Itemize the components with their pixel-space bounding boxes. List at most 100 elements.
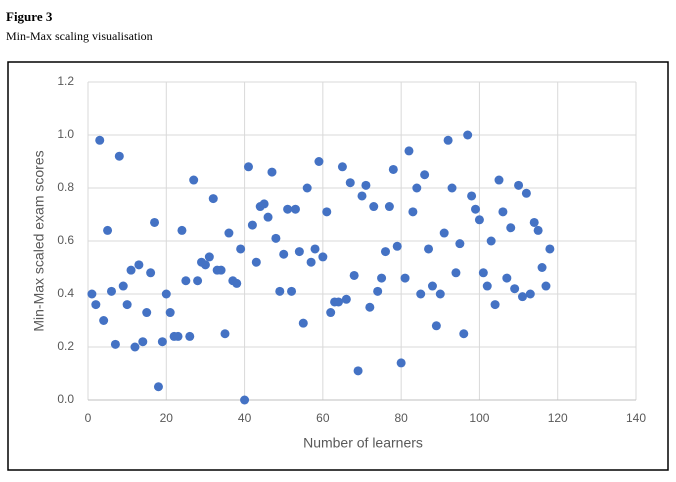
scatter-point (110, 339, 120, 349)
scatter-point (185, 331, 195, 341)
scatter-point (482, 281, 492, 291)
y-tick-label: 0.6 (57, 233, 74, 247)
scatter-point (478, 268, 488, 278)
y-tick-label: 0.2 (57, 339, 74, 353)
scatter-point (267, 167, 277, 177)
scatter-point (142, 308, 152, 318)
scatter-point (165, 308, 175, 318)
scatter-point (134, 260, 144, 270)
scatter-point (279, 249, 289, 259)
scatter-point (224, 228, 234, 238)
scatter-point (533, 225, 543, 235)
scatter-point (514, 180, 524, 190)
x-tick-label: 140 (626, 411, 646, 425)
scatter-point (545, 244, 555, 254)
scatter-point (263, 212, 273, 222)
scatter-point (126, 265, 136, 275)
scatter-point (349, 270, 359, 280)
scatter-point (290, 204, 300, 214)
scatter-point (106, 286, 116, 296)
scatter-point (537, 263, 547, 272)
scatter-point (525, 289, 535, 299)
scatter-point (99, 316, 109, 325)
scatter-point (486, 236, 496, 246)
y-tick-label: 0.0 (57, 392, 74, 406)
figure-caption: Min-Max scaling visualisation (6, 29, 153, 43)
scatter-point (251, 257, 261, 267)
scatter-point (232, 278, 242, 288)
y-axis-label: Min-Max scaled exam scores (31, 150, 47, 331)
scatter-point (412, 183, 422, 193)
scatter-point (306, 257, 316, 267)
scatter-point (318, 252, 328, 262)
scatter-point (392, 241, 402, 251)
scatter-point (283, 204, 293, 214)
scatter-point (416, 289, 426, 299)
x-axis-label: Number of learners (303, 435, 423, 451)
y-tick-label: 1.2 (57, 74, 74, 88)
scatter-point (247, 220, 257, 230)
scatter-point (193, 276, 203, 286)
scatter-point (138, 337, 148, 347)
y-tick-label: 0.8 (57, 180, 74, 194)
scatter-point (341, 294, 351, 304)
scatter-point (517, 292, 527, 302)
scatter-point (455, 239, 465, 249)
scatter-point (216, 265, 226, 275)
scatter-point (369, 202, 379, 212)
scatter-point (506, 223, 516, 233)
scatter-point (204, 252, 214, 262)
scatter-point (240, 395, 250, 405)
scatter-point (424, 244, 434, 254)
chart-frame (7, 61, 669, 471)
scatter-point (208, 194, 218, 204)
scatter-point (408, 207, 418, 217)
scatter-point (529, 217, 539, 227)
scatter-point (474, 215, 484, 225)
scatter-point (302, 183, 312, 193)
scatter-point (334, 297, 344, 307)
scatter-point (431, 321, 441, 331)
scatter-point (259, 199, 269, 209)
scatter-point (388, 164, 398, 174)
scatter-point (451, 268, 461, 278)
scatter-point (314, 157, 324, 166)
scatter-point (541, 281, 551, 291)
scatter-point (420, 170, 430, 180)
scatter-point (521, 188, 531, 198)
scatter-point (510, 284, 520, 294)
scatter-point (91, 300, 101, 310)
scatter-point (95, 135, 105, 145)
scatter-point (463, 130, 473, 140)
scatter-point (345, 178, 355, 188)
scatter-point (310, 244, 320, 254)
scatter-point (467, 191, 477, 201)
scatter-point (439, 228, 449, 238)
scatter-point (181, 276, 191, 286)
x-tick-label: 120 (548, 411, 568, 425)
x-tick-label: 0 (85, 411, 92, 425)
scatter-point (498, 207, 508, 217)
scatter-point (243, 162, 253, 172)
scatter-point (427, 281, 437, 291)
scatter-point (377, 273, 387, 283)
scatter-point (443, 135, 453, 145)
scatter-point (361, 180, 371, 190)
scatter-point (490, 300, 500, 310)
scatter-point (365, 302, 375, 312)
scatter-point (326, 308, 336, 318)
scatter-point (220, 329, 230, 339)
scatter-point (122, 300, 132, 310)
x-tick-label: 20 (160, 411, 174, 425)
scatter-point (157, 337, 167, 347)
scatter-point (173, 331, 183, 341)
scatter-point (177, 225, 187, 235)
scatter-point (298, 318, 308, 328)
scatter-point (150, 217, 160, 227)
scatter-point (502, 273, 512, 283)
scatter-point (471, 204, 481, 214)
scatter-point (447, 183, 457, 193)
scatter-point (189, 175, 199, 185)
